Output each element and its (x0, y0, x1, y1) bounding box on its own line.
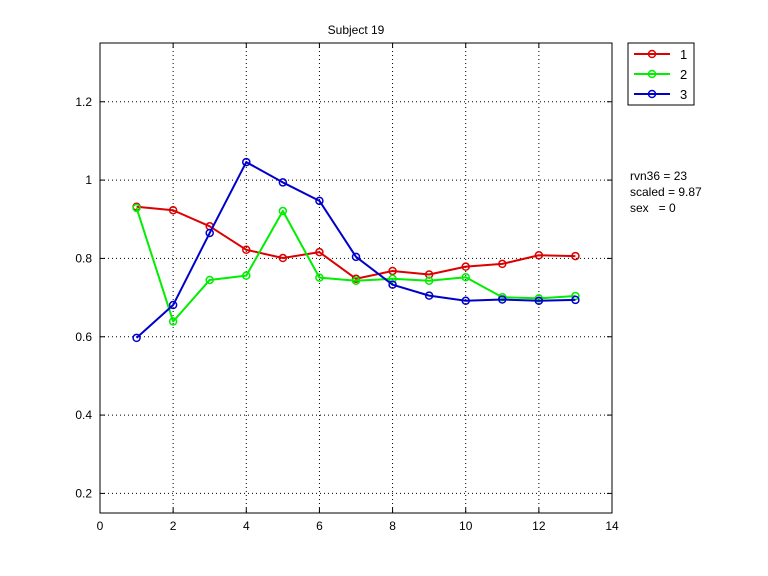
x-tick-label: 0 (97, 519, 104, 533)
point-series-2 (388, 274, 397, 284)
x-tick-label: 4 (243, 519, 250, 533)
point-series-1 (278, 253, 288, 263)
legend-marker-3 (647, 89, 657, 99)
x-tick-labels: 0 2 4 6 8 10 12 14 (97, 519, 619, 533)
y-tick-label: 0.8 (75, 251, 92, 265)
point-series-2 (205, 275, 214, 285)
point-series-3 (351, 252, 361, 262)
point-series-2 (571, 291, 580, 301)
annotations: rvn36 = 23 scaled = 9.87 sex = 0 (630, 169, 702, 215)
ticks (99, 43, 613, 513)
point-series-1 (315, 247, 324, 257)
point-series-2 (278, 206, 288, 216)
series-line-2 (135, 207, 576, 323)
legend-label-3: 3 (680, 87, 687, 102)
point-series-3 (424, 291, 434, 300)
y-tick-labels: 0.2 0.4 0.6 0.8 1 1.2 (75, 95, 92, 501)
point-series-1 (534, 251, 544, 260)
annotation-sex: sex = 0 (630, 201, 676, 215)
point-series-3 (168, 300, 178, 310)
point-series-2 (168, 317, 178, 326)
grid (100, 43, 612, 513)
legend-marker-1 (647, 49, 657, 59)
legend-label-1: 1 (680, 47, 687, 62)
point-series-2 (351, 276, 361, 285)
legend: 1 2 3 (627, 42, 695, 106)
x-tick-label: 12 (532, 519, 546, 533)
point-series-3 (534, 296, 544, 305)
axes-box (99, 42, 613, 514)
point-series-3 (388, 280, 397, 289)
point-series-2 (132, 203, 141, 213)
point-series-3 (278, 178, 288, 187)
x-tick-label: 6 (316, 519, 323, 533)
legend-marker-2 (647, 69, 657, 79)
point-series-1 (242, 245, 251, 255)
point-series-2 (315, 273, 324, 282)
point-series-1 (571, 251, 580, 261)
point-series-1 (498, 259, 507, 269)
point-series-3 (242, 157, 251, 167)
point-series-2 (242, 271, 251, 280)
point-series-3 (571, 295, 580, 305)
point-series-1 (461, 262, 470, 271)
y-tick-label: 1 (85, 173, 92, 187)
point-series-1 (168, 205, 178, 215)
point-series-1 (388, 266, 397, 276)
x-tick-label: 2 (170, 519, 177, 533)
x-tick-label: 10 (459, 519, 473, 533)
point-series-2 (461, 272, 470, 282)
point-series-2 (424, 276, 434, 285)
annotation-scaled: scaled = 9.87 (630, 185, 702, 199)
x-tick-label: 8 (389, 519, 396, 533)
series-layer (132, 157, 580, 343)
point-series-3 (461, 296, 470, 305)
point-series-3 (132, 333, 141, 343)
series-line-1 (136, 205, 576, 280)
series-line-3 (135, 161, 576, 339)
point-series-3 (205, 228, 214, 238)
point-series-3 (498, 295, 507, 304)
y-tick-label: 0.6 (75, 330, 92, 344)
point-series-3 (315, 196, 324, 206)
annotation-rvn36: rvn36 = 23 (630, 169, 687, 183)
y-tick-label: 1.2 (75, 95, 92, 109)
legend-label-2: 2 (680, 67, 687, 82)
x-tick-label: 14 (605, 519, 619, 533)
chart-title: Subject 19 (328, 23, 385, 37)
y-tick-label: 0.2 (75, 486, 92, 500)
y-tick-label: 0.4 (75, 408, 92, 422)
